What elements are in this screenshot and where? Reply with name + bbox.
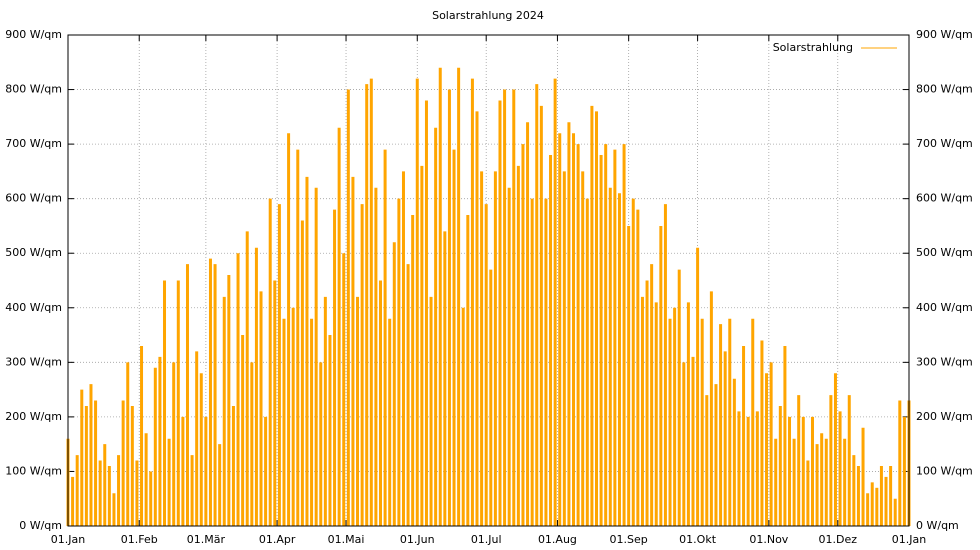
y2-tick-label: 400 W/qm	[916, 301, 973, 314]
x-tick-label: 01.Apr	[259, 533, 296, 546]
y-tick-label: 700 W/qm	[5, 137, 62, 150]
y2-tick-label: 600 W/qm	[916, 192, 973, 205]
x-tick-label: 01.Mär	[187, 533, 226, 546]
x-tick-label: 01.Okt	[679, 533, 717, 546]
y2-tick-label: 300 W/qm	[916, 355, 973, 368]
y-tick-label: 900 W/qm	[5, 28, 62, 41]
plot-border	[67, 34, 910, 527]
y-tick-label: 0 W/qm	[19, 519, 62, 532]
x-tick-label: 01.Jan	[51, 533, 85, 546]
y-tick-label: 400 W/qm	[5, 301, 62, 314]
y-tick-label: 800 W/qm	[5, 83, 62, 96]
y-tick-label: 500 W/qm	[5, 246, 62, 259]
x-tick-label: 01.Mai	[328, 533, 365, 546]
y-tick-label: 200 W/qm	[5, 410, 62, 423]
x-tick-label: 01.Aug	[538, 533, 577, 546]
y2-tick-label: 100 W/qm	[916, 464, 973, 477]
y-tick-label: 300 W/qm	[5, 355, 62, 368]
x-tick-label: 01.Sep	[610, 533, 648, 546]
x-tick-label: 01.Dez	[819, 533, 858, 546]
y2-tick-label: 200 W/qm	[916, 410, 973, 423]
x-tick-label: 01.Jan	[892, 533, 926, 546]
x-tick-label: 01.Nov	[749, 533, 788, 546]
chart-title: Solarstrahlung 2024	[432, 9, 544, 22]
y2-tick-label: 500 W/qm	[916, 246, 973, 259]
legend-label: Solarstrahlung	[773, 41, 853, 54]
y2-tick-label: 800 W/qm	[916, 83, 973, 96]
y-tick-label: 600 W/qm	[5, 192, 62, 205]
y2-tick-label: 700 W/qm	[916, 137, 973, 150]
y2-tick-label: 900 W/qm	[916, 28, 973, 41]
x-tick-label: 01.Jun	[400, 533, 435, 546]
x-tick-label: 01.Jul	[471, 533, 502, 546]
x-tick-label: 01.Feb	[121, 533, 158, 546]
y-tick-label: 100 W/qm	[5, 464, 62, 477]
y2-tick-label: 0 W/qm	[916, 519, 959, 532]
